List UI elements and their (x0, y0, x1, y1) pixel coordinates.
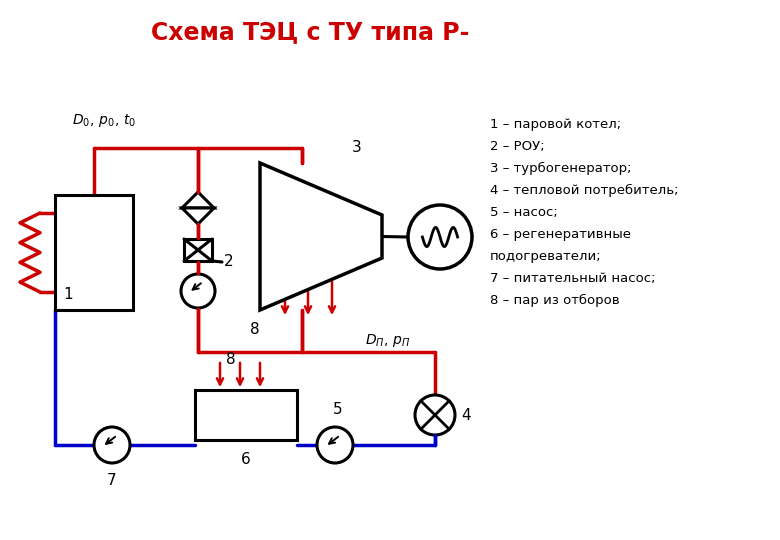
Text: 8 – пар из отборов: 8 – пар из отборов (490, 294, 619, 307)
Text: 3 – турбогенератор;: 3 – турбогенератор; (490, 162, 632, 175)
Text: 5 – насос;: 5 – насос; (490, 206, 558, 219)
Circle shape (317, 427, 353, 463)
Text: 4: 4 (461, 408, 470, 422)
Text: 8: 8 (250, 322, 260, 337)
Polygon shape (182, 208, 214, 224)
Text: подогреватели;: подогреватели; (490, 250, 601, 263)
Text: 2: 2 (224, 254, 234, 269)
Polygon shape (182, 192, 214, 208)
Circle shape (181, 274, 215, 308)
Polygon shape (260, 163, 382, 310)
Text: 4 – тепловой потребитель;: 4 – тепловой потребитель; (490, 184, 679, 197)
Text: 6 – регенеративные: 6 – регенеративные (490, 228, 631, 241)
Text: $D_0,\,p_0,\,t_0$: $D_0,\,p_0,\,t_0$ (72, 112, 136, 129)
Text: Схема ТЭЦ с ТУ типа Р-: Схема ТЭЦ с ТУ типа Р- (151, 20, 470, 44)
Circle shape (415, 395, 455, 435)
Text: 3: 3 (352, 140, 362, 155)
Text: 1: 1 (63, 287, 73, 302)
Text: 7 – питательный насос;: 7 – питательный насос; (490, 272, 655, 285)
Text: 1 – паровой котел;: 1 – паровой котел; (490, 118, 621, 131)
Circle shape (94, 427, 130, 463)
Text: 5: 5 (333, 402, 343, 417)
Bar (184, 239, 212, 261)
Text: $D_П,\,p_П$: $D_П,\,p_П$ (365, 332, 410, 349)
Circle shape (408, 205, 472, 269)
Text: 7: 7 (107, 473, 117, 488)
Bar (195, 390, 297, 440)
Text: 6: 6 (241, 452, 251, 467)
Bar (55, 195, 133, 310)
Text: 8: 8 (226, 352, 236, 367)
Text: 2 – РОУ;: 2 – РОУ; (490, 140, 544, 153)
